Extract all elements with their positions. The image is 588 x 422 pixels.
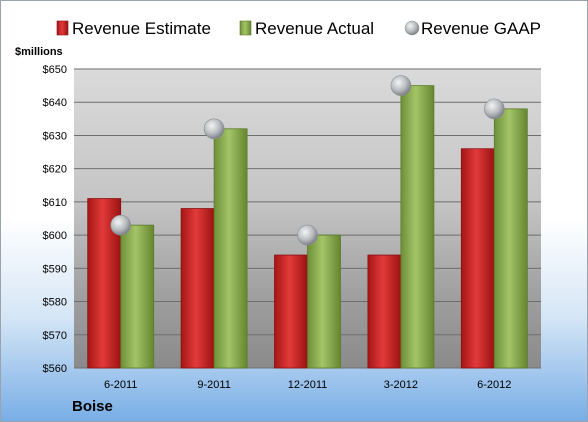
bar-estimate — [367, 254, 402, 369]
y-tick-label: $630 — [43, 130, 67, 142]
plot-area: $650 $640 $630 $620 $610 $600 $590 $580 $570 $560… — [43, 64, 541, 391]
x-tick-label: 12-2011 — [288, 379, 328, 391]
legend-label: Revenue Actual — [255, 19, 374, 38]
y-tick-label: $600 — [43, 230, 67, 242]
company-name: Boise — [72, 398, 113, 415]
x-tick-label: 6-2011 — [104, 379, 137, 391]
y-tick-label: $580 — [43, 297, 67, 309]
gaap-marker — [483, 98, 505, 120]
gaap-marker — [390, 75, 412, 96]
bar-actual — [493, 108, 528, 369]
legend-label: Revenue GAAP — [421, 19, 541, 38]
legend-label: Revenue Estimate — [72, 19, 211, 38]
x-tick-label: 9-2011 — [197, 379, 230, 391]
x-tick-label: 3-2012 — [384, 379, 418, 391]
bar-actual — [120, 224, 155, 369]
bar-estimate — [180, 208, 215, 369]
gaap-marker — [297, 224, 318, 246]
y-tick-label: $650 — [43, 64, 67, 76]
legend-swatch — [404, 20, 420, 36]
legend-swatch — [239, 20, 252, 36]
bar-estimate — [460, 148, 495, 369]
x-tick-label: 6-2012 — [477, 379, 511, 391]
bar-actual — [400, 85, 435, 369]
legend: Revenue Estimate Revenue Actual Revenue GA… — [56, 19, 541, 38]
bar-estimate — [274, 254, 308, 369]
y-tick-label: $640 — [43, 97, 67, 109]
gaap-marker — [203, 118, 225, 140]
y-tick-label: $570 — [43, 330, 67, 342]
y-tick-label: $610 — [43, 197, 67, 209]
y-tick-label: $590 — [43, 263, 67, 275]
gaap-marker — [110, 214, 131, 236]
y-tick-label: $620 — [43, 164, 67, 176]
y-tick-label: $560 — [43, 363, 67, 375]
legend-swatch — [56, 20, 69, 36]
bar-actual — [213, 128, 248, 369]
y-unit-label: $millions — [15, 46, 63, 58]
bar-actual — [307, 234, 341, 369]
